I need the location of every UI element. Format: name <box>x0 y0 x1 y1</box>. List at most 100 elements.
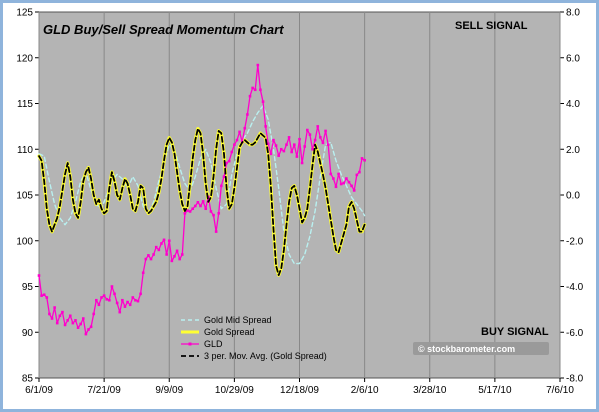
series-marker <box>136 299 140 303</box>
right-tick-label: -6.0 <box>566 328 584 339</box>
series-marker <box>191 207 194 211</box>
left-tick-label: 90 <box>22 328 34 339</box>
series-marker <box>220 184 223 188</box>
series-marker <box>266 142 270 146</box>
series-marker <box>110 285 114 288</box>
series-marker <box>141 271 145 275</box>
left-tick-label: 105 <box>16 191 33 202</box>
right-tick-label: -2.0 <box>566 236 584 247</box>
left-tick-label: 120 <box>16 53 33 64</box>
series-marker <box>55 321 59 325</box>
series-marker <box>321 141 325 145</box>
series-marker <box>363 158 366 162</box>
series-marker <box>199 204 202 208</box>
series-marker <box>287 136 291 139</box>
series-marker <box>217 212 221 215</box>
series-marker <box>300 161 304 165</box>
series-marker <box>183 212 187 215</box>
series-marker <box>316 125 320 128</box>
series-marker <box>165 253 168 256</box>
x-tick-label: 2/6/10 <box>351 385 379 396</box>
series-marker <box>175 249 179 253</box>
series-marker <box>337 172 340 176</box>
x-tick-label: 12/18/09 <box>280 385 319 396</box>
series-marker <box>227 159 231 163</box>
series-marker <box>274 144 278 147</box>
series-marker <box>235 138 239 142</box>
series-marker <box>212 213 215 217</box>
series-marker <box>196 201 200 204</box>
series-marker <box>37 274 41 277</box>
series-marker <box>152 253 155 256</box>
left-tick-label: 125 <box>16 8 33 19</box>
series-marker <box>128 303 132 307</box>
series-marker <box>238 130 241 134</box>
series-marker <box>264 125 267 128</box>
series-marker <box>108 298 111 302</box>
series-marker <box>311 147 314 151</box>
series-marker <box>147 254 150 257</box>
series-marker <box>306 128 309 132</box>
left-tick-label: 115 <box>17 99 33 110</box>
series-marker <box>272 138 275 142</box>
series-marker <box>167 239 171 243</box>
right-tick-label: 8.0 <box>566 8 580 19</box>
series-marker <box>290 150 293 154</box>
series-marker <box>53 306 56 309</box>
series-marker <box>339 182 343 186</box>
series-marker <box>180 253 184 256</box>
legend-label: Gold Mid Spread <box>204 315 272 325</box>
series-marker <box>68 314 72 318</box>
series-marker <box>256 63 260 67</box>
series-marker <box>113 292 116 296</box>
x-tick-label: 9/9/09 <box>155 385 183 396</box>
series-marker <box>115 301 119 305</box>
series-marker <box>84 332 88 336</box>
series-marker <box>225 161 228 165</box>
series-marker <box>74 319 77 322</box>
series-marker <box>178 257 181 261</box>
series-marker <box>214 230 218 233</box>
series-marker <box>269 152 273 156</box>
series-marker <box>342 181 346 185</box>
series-marker <box>118 310 122 314</box>
series-marker <box>332 177 335 180</box>
right-tick-label: 2.0 <box>566 145 580 156</box>
series-marker <box>149 257 153 261</box>
x-tick-label: 7/21/09 <box>87 385 121 396</box>
watermark-text: © stockbarometer.com <box>418 344 515 354</box>
series-marker <box>76 326 80 329</box>
series-marker <box>154 245 158 249</box>
series-marker <box>92 312 96 316</box>
series-marker <box>66 319 69 322</box>
series-marker <box>95 298 98 302</box>
series-marker <box>259 88 262 92</box>
series-marker <box>277 154 280 157</box>
series-marker <box>102 294 106 297</box>
series-marker <box>308 133 312 136</box>
series-marker <box>334 185 338 189</box>
series-marker <box>126 300 129 304</box>
series-marker <box>173 255 176 258</box>
series-marker <box>251 86 254 90</box>
x-tick-label: 3/28/10 <box>413 385 447 396</box>
right-tick-label: 0.0 <box>566 191 580 202</box>
legend-label: Gold Spread <box>204 327 255 337</box>
series-marker <box>186 209 189 212</box>
series-marker <box>201 200 205 203</box>
right-axis: -8.0 -6.0 -4.0 -2.0 0.0 2.0 4.0 6.0 8.0 <box>560 8 584 385</box>
series-line <box>38 127 366 276</box>
series-marker <box>295 155 299 158</box>
series-marker <box>292 143 296 146</box>
series-marker <box>233 143 236 146</box>
series-marker <box>63 323 67 327</box>
left-tick-label: 85 <box>22 374 34 385</box>
left-axis: 85 90 95 100 105 110 115 120 125 <box>16 8 39 385</box>
series-marker <box>58 314 62 318</box>
series-marker <box>355 173 359 177</box>
series-group <box>38 127 366 276</box>
chart-title: GLD Buy/Sell Spread Momentum Chart <box>43 22 284 37</box>
chart-canvas: 85 90 95 100 105 110 115 120 125 -8.0 -6.0 -4.0 -2.… <box>16 8 584 397</box>
x-tick-label: 7/6/10 <box>546 385 574 396</box>
